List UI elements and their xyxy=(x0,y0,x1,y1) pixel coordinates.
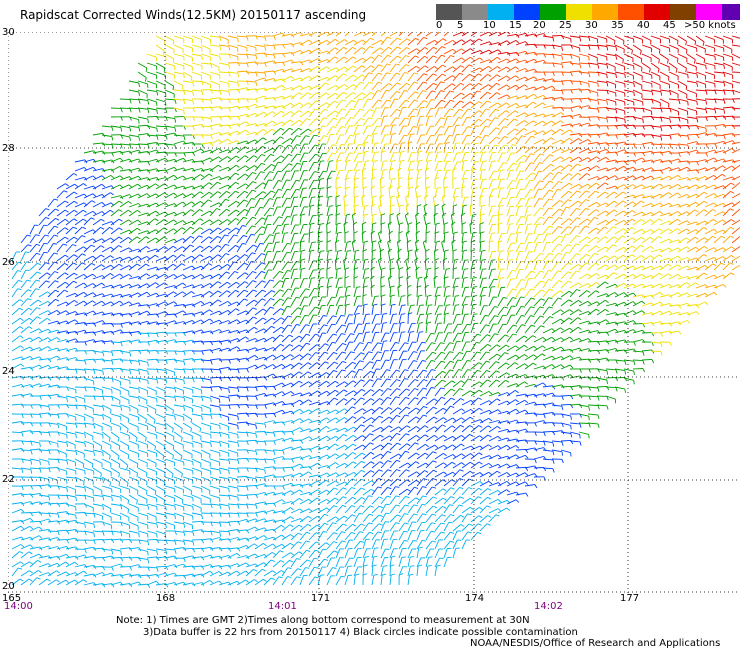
legend-swatch xyxy=(592,4,618,20)
legend-swatch xyxy=(488,4,514,20)
lon-label: 168 xyxy=(156,593,176,604)
legend-labels: 0 5 10 15 20 25 30 35 40 45 >50 knots xyxy=(436,20,740,32)
lat-label: 26 xyxy=(2,257,15,268)
legend-swatch xyxy=(462,4,488,20)
lon-label: 174 xyxy=(465,593,485,604)
legend-label: 5 xyxy=(457,20,464,31)
wind-speed-color-legend xyxy=(436,4,740,20)
legend-swatch xyxy=(436,4,462,20)
legend-swatch xyxy=(696,4,722,20)
legend-label: 30 xyxy=(585,20,598,31)
legend-swatch xyxy=(722,4,740,20)
wind-barb-map xyxy=(8,32,740,594)
lat-label: 22 xyxy=(2,474,15,485)
legend-label: 10 xyxy=(483,20,496,31)
legend-swatch xyxy=(566,4,592,20)
legend-label: 35 xyxy=(611,20,624,31)
legend-label: 20 xyxy=(533,20,546,31)
lat-label: 20 xyxy=(2,581,15,592)
note-line-1: Note: 1) Times are GMT 2)Times along bot… xyxy=(116,615,530,626)
lat-lon-grid xyxy=(8,32,740,594)
legend-label: 15 xyxy=(509,20,522,31)
note-line-2: 3)Data buffer is 22 hrs from 20150117 4)… xyxy=(143,627,578,638)
map-title: Rapidscat Corrected Winds(12.5KM) 201501… xyxy=(20,8,367,22)
time-label: 14:02 xyxy=(534,601,563,612)
legend-swatch xyxy=(670,4,696,20)
lon-label: 165 xyxy=(2,593,22,604)
legend-swatch xyxy=(514,4,540,20)
lat-label: 24 xyxy=(2,366,15,377)
lat-label: 30 xyxy=(2,27,15,38)
legend-label: 25 xyxy=(559,20,572,31)
note-line-3: NOAA/NESDIS/Office of Research and Appli… xyxy=(470,638,721,649)
lon-label: 177 xyxy=(620,593,640,604)
time-label: 14:00 xyxy=(4,601,33,612)
lon-label: 171 xyxy=(311,593,331,604)
legend-label: 45 xyxy=(663,20,676,31)
legend-swatch xyxy=(618,4,644,20)
legend-label: 40 xyxy=(637,20,650,31)
legend-swatch xyxy=(540,4,566,20)
legend-label: >50 knots xyxy=(684,20,736,31)
wind-barb-swath xyxy=(11,32,740,588)
legend-swatch xyxy=(644,4,670,20)
legend-label: 0 xyxy=(436,20,443,31)
time-label: 14:01 xyxy=(268,601,297,612)
lat-label: 28 xyxy=(2,143,15,154)
